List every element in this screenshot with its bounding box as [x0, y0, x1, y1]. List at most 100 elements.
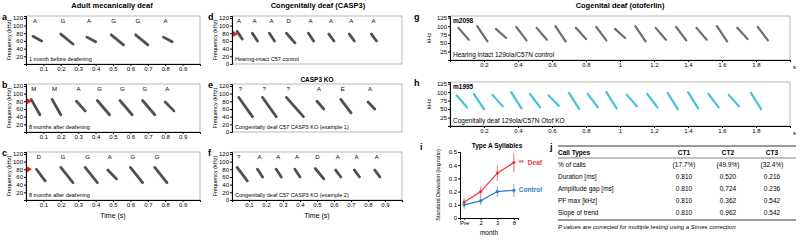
- syllable-label: A: [87, 18, 91, 24]
- syllable: [295, 169, 300, 177]
- tick-label: 100: [437, 24, 448, 30]
- tick: 3: [496, 218, 500, 226]
- syllable-label: G: [120, 86, 125, 92]
- plot-frame: [232, 16, 402, 64]
- column-title: Cogenital deaf (otoferlin): [576, 1, 665, 10]
- tick-label: 120: [13, 151, 24, 157]
- syllable: [237, 167, 247, 180]
- tick: 0.5: [109, 64, 118, 72]
- tick-label: 0.3: [75, 66, 84, 72]
- axis-title: kHz: [426, 33, 432, 43]
- tick: 80: [222, 99, 232, 105]
- tick: 50: [440, 40, 450, 46]
- syllables: [237, 31, 376, 43]
- syllable-label: A: [375, 154, 379, 160]
- syllable: [263, 97, 277, 116]
- tick-mark: [24, 154, 26, 155]
- tick: 1.6: [718, 126, 727, 134]
- tick: 40: [16, 182, 26, 188]
- tick-mark: [24, 117, 26, 118]
- tick: 0.9: [179, 200, 188, 208]
- tick: 0.6: [127, 64, 136, 72]
- syllable-label: G: [136, 18, 141, 24]
- tick: 0.8: [364, 200, 373, 208]
- tick: 0.3: [75, 200, 84, 208]
- syllable: [97, 101, 109, 115]
- tick: 1.4: [684, 126, 693, 134]
- table-cell: 0.520: [720, 173, 737, 180]
- syllable: [537, 28, 547, 40]
- tick-mark: [230, 33, 232, 34]
- tick-label: 0.7: [144, 202, 153, 208]
- syllable: [676, 27, 686, 41]
- tick-label: 0.5: [313, 202, 322, 208]
- syllable: [31, 99, 40, 114]
- tick-label: 0.8: [582, 62, 591, 68]
- table-cell: 0.962: [720, 209, 737, 216]
- syllable: [85, 167, 97, 182]
- plot-frame: [232, 152, 402, 200]
- syllable-label: A: [317, 86, 321, 92]
- tick-label: 0.9: [179, 66, 188, 72]
- syllable: [569, 93, 579, 109]
- axis-line: [24, 17, 27, 65]
- tick-mark: [230, 169, 232, 170]
- syllable: [336, 170, 341, 177]
- tick-mark: [448, 43, 450, 44]
- syllable: [61, 34, 73, 44]
- tick-label: 0.6: [127, 202, 136, 208]
- tick: 0.8: [162, 200, 171, 208]
- syllable: [155, 167, 167, 182]
- syllable-label: A: [309, 18, 313, 24]
- tick-label: 60: [222, 38, 229, 44]
- axis-title: s: [793, 130, 796, 136]
- series-label: Control: [519, 186, 542, 193]
- syllable-label: G: [155, 154, 160, 160]
- syllable-label: A: [269, 18, 273, 24]
- tick-label: 0.2: [57, 202, 66, 208]
- subtitle: 1 month before deafening: [29, 56, 92, 62]
- x-axis: 0.10.20.30.40.50.60.70.80.9: [27, 200, 201, 208]
- tick-mark: [448, 35, 450, 36]
- axis-title: Standard Deviation (log ratio): [435, 149, 441, 221]
- figure: Adult mecanically deafCongenitally deaf …: [0, 0, 800, 245]
- tick: 0.4: [514, 126, 523, 134]
- tick-label: 40: [222, 46, 229, 52]
- tick: 0.4: [92, 132, 101, 140]
- tick-label: 1.6: [718, 62, 727, 68]
- tick-label: 0.4: [514, 128, 523, 134]
- table-cell: 0.542: [764, 209, 781, 216]
- syllable: [635, 26, 645, 41]
- tick-mark: [24, 124, 26, 125]
- tick-label: 2: [480, 220, 484, 226]
- tick-label: 40: [16, 114, 23, 120]
- syllable: [496, 29, 506, 38]
- tick-label: 1.2: [650, 62, 659, 68]
- tick: 60: [222, 38, 232, 44]
- axis-line: [230, 17, 233, 65]
- syllable-label: A: [108, 154, 112, 160]
- tick: 0: [226, 129, 232, 135]
- subtitle: 8 months after deafening: [29, 192, 90, 198]
- tick: 0.7: [144, 200, 153, 208]
- syllable: [751, 93, 761, 109]
- table-header: CT1: [678, 149, 691, 156]
- syllable: [111, 35, 123, 45]
- tick-label: 25: [440, 115, 447, 121]
- syllable: [688, 92, 698, 108]
- table-cell: 0.810: [676, 185, 693, 192]
- y-axis: 20406080100120: [13, 83, 27, 132]
- tick-mark: [448, 84, 450, 85]
- y-axis: 20406080100120: [13, 15, 27, 64]
- syllable: [108, 170, 117, 179]
- panel-letter: i: [420, 142, 423, 152]
- syllable: [286, 97, 303, 116]
- tick: 75: [440, 98, 450, 104]
- syllable: [457, 96, 467, 108]
- tick-label: 0.6: [127, 66, 136, 72]
- syllable: [477, 26, 487, 41]
- y-axis: 255075100125: [437, 81, 451, 126]
- syllable: [130, 167, 142, 182]
- tick-mark: [458, 205, 460, 206]
- tick-mark: [230, 162, 232, 163]
